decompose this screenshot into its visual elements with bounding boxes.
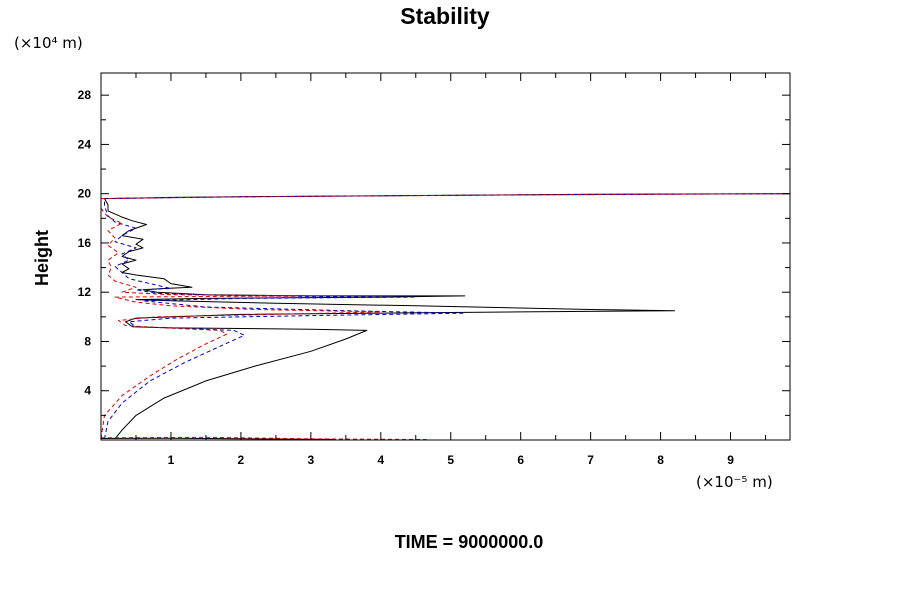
y-tick-label: 24	[78, 137, 92, 151]
x-tick-label: 4	[377, 453, 384, 467]
y-tick-label: 4	[84, 384, 91, 398]
y-axis-label: Height	[32, 230, 52, 286]
y-tick-label: 16	[78, 236, 92, 250]
x-tick-label: 9	[727, 453, 734, 467]
series-line-3	[100, 193, 791, 439]
x-axis-unit: (×10⁻⁵ m)	[696, 473, 773, 491]
y-tick-label: 8	[84, 334, 91, 348]
x-tick-label: 1	[168, 453, 175, 467]
plot-frame	[100, 72, 791, 441]
y-tick-label: 20	[78, 187, 92, 201]
x-tick-label: 2	[238, 453, 245, 467]
x-tick-label: 5	[447, 453, 454, 467]
y-axis-unit: (×10⁴ m)	[14, 34, 83, 52]
x-tick-label: 3	[308, 453, 315, 467]
y-tick-label: 12	[78, 285, 92, 299]
x-tick-label: 7	[587, 453, 594, 467]
series-line-1	[104, 193, 791, 440]
x-tick-label: 8	[657, 453, 664, 467]
time-footer: TIME = 9000000.0	[395, 532, 544, 552]
y-tick-label: 28	[78, 88, 92, 102]
chart-title: Stability	[400, 3, 490, 29]
plot-series	[100, 193, 791, 441]
series-line-2	[104, 193, 791, 439]
x-tick-label: 6	[517, 453, 524, 467]
series-line-5	[100, 436, 430, 441]
